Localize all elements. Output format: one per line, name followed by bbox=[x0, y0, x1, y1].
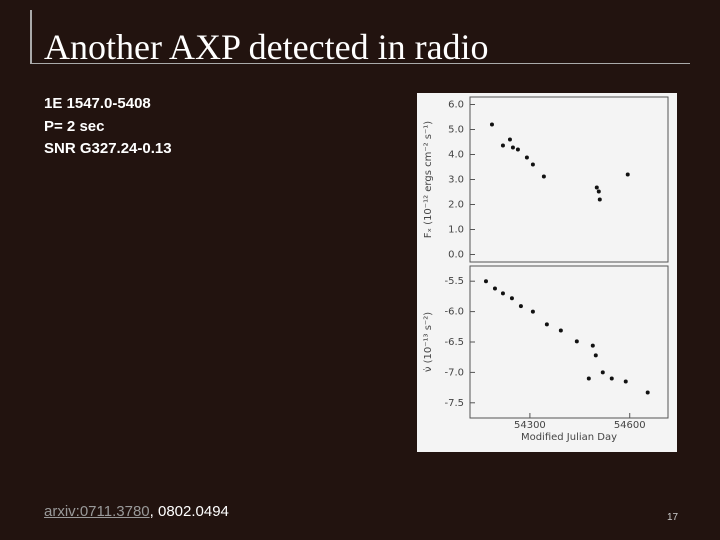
bullet-line: SNR G327.24-0.13 bbox=[44, 140, 172, 157]
data-point bbox=[510, 145, 515, 150]
y-tick-label: 0.0 bbox=[448, 250, 464, 261]
y-tick-label: 5.0 bbox=[448, 125, 464, 136]
x-tick-label: 54300 bbox=[514, 420, 546, 431]
x-axis-label: Modified Julian Day bbox=[521, 432, 617, 443]
data-point bbox=[558, 328, 563, 333]
data-point bbox=[530, 309, 535, 314]
data-point bbox=[574, 339, 579, 344]
data-point bbox=[530, 162, 535, 167]
data-point bbox=[623, 379, 628, 384]
data-point bbox=[596, 189, 601, 194]
page-number: 17 bbox=[667, 512, 679, 523]
data-point bbox=[524, 155, 529, 160]
data-point bbox=[518, 304, 523, 309]
data-point bbox=[507, 137, 512, 142]
data-point bbox=[597, 197, 602, 202]
reference-text: , 0802.0494 bbox=[149, 503, 229, 520]
data-point bbox=[515, 147, 520, 152]
y-tick-label: -7.0 bbox=[444, 367, 464, 378]
title-rule bbox=[30, 63, 690, 64]
data-point bbox=[600, 370, 605, 375]
data-point bbox=[590, 343, 595, 348]
bullet-line: 1E 1547.0-5408 bbox=[44, 95, 151, 112]
data-point bbox=[594, 185, 599, 190]
data-point bbox=[509, 296, 514, 301]
figure-background bbox=[417, 93, 677, 452]
y-tick-label: 3.0 bbox=[448, 175, 464, 186]
y-tick-label: -7.5 bbox=[444, 398, 464, 409]
data-point bbox=[483, 279, 488, 284]
data-point bbox=[500, 291, 505, 296]
data-point bbox=[593, 353, 598, 358]
data-point bbox=[492, 286, 497, 291]
y-tick-label: 4.0 bbox=[448, 150, 464, 161]
data-point bbox=[645, 390, 650, 395]
title-bracket bbox=[30, 10, 32, 64]
y-axis-label: ν̇ (10⁻¹³ s⁻²) bbox=[422, 312, 434, 372]
y-tick-label: 1.0 bbox=[448, 225, 464, 236]
data-point bbox=[625, 172, 630, 177]
y-tick-label: -5.5 bbox=[444, 276, 464, 287]
data-point bbox=[500, 143, 505, 148]
y-tick-label: 2.0 bbox=[448, 200, 464, 211]
data-point bbox=[586, 376, 591, 381]
x-tick-label: 54600 bbox=[614, 420, 646, 431]
y-axis-label: Fₓ (10⁻¹² ergs cm⁻² s⁻¹) bbox=[423, 121, 434, 238]
footer: arxiv:0711.3780, 0802.0494 bbox=[44, 503, 229, 520]
data-point bbox=[609, 376, 614, 381]
data-point bbox=[541, 174, 546, 179]
bullet-line: P= 2 sec bbox=[44, 118, 105, 135]
y-tick-label: 6.0 bbox=[448, 100, 464, 111]
y-tick-label: -6.5 bbox=[444, 337, 464, 348]
reference-link[interactable]: arxiv:0711.3780 bbox=[44, 503, 150, 520]
slide-title: Another AXP detected in radio bbox=[44, 27, 489, 67]
y-tick-label: -6.0 bbox=[444, 307, 464, 318]
data-point bbox=[489, 122, 494, 127]
data-point bbox=[544, 322, 549, 327]
